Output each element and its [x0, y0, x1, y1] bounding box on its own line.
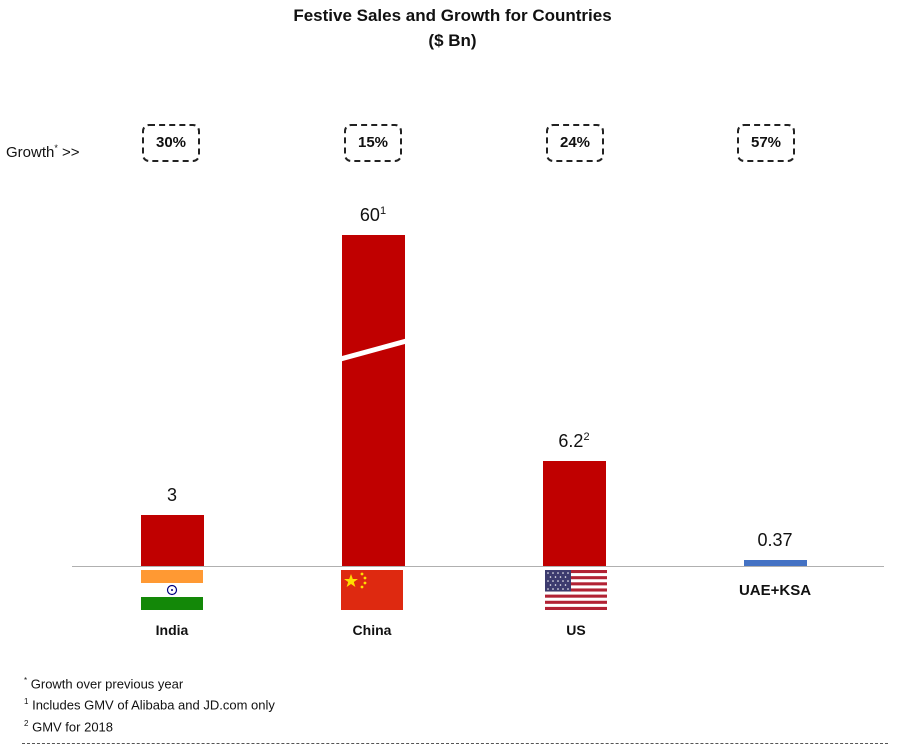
- value-label-us-sup: 2: [583, 430, 590, 443]
- bottom-divider: [22, 743, 888, 744]
- growth-box-china: 15%: [344, 124, 402, 162]
- x-axis-baseline: [72, 566, 884, 567]
- growth-marker: *: [54, 143, 58, 153]
- value-label-china-sup: 1: [379, 205, 387, 217]
- footnotes: * Growth over previous year 1 Includes G…: [24, 672, 275, 736]
- chart-subtitle: ($ Bn): [428, 31, 477, 50]
- india-flag-icon: [141, 570, 203, 610]
- value-label-india: 3: [122, 485, 222, 506]
- growth-row-label: Growth* >>: [6, 143, 80, 161]
- footnote-growth: * Growth over previous year: [24, 672, 275, 693]
- value-label-us: 6.22: [524, 431, 624, 452]
- footnote-text: Includes GMV of Alibaba and JD.com only: [32, 697, 275, 713]
- category-label-us: US: [566, 622, 586, 638]
- bar-india: [140, 515, 204, 566]
- value-label-uae-ksa-text: 0.37: [757, 529, 793, 550]
- growth-box-uae-ksa: 57%: [737, 124, 795, 162]
- footnote-mark: 1: [24, 697, 29, 707]
- value-label-us-text: 6.2: [558, 430, 584, 451]
- chart-title: Festive Sales and Growth for Countries: [293, 6, 612, 25]
- china-flag-icon: [341, 570, 403, 610]
- footnote-text: Growth over previous year: [30, 676, 184, 692]
- us-flag-icon: [545, 570, 607, 610]
- value-label-uae-ksa: 0.37: [725, 530, 825, 551]
- growth-box-india: 30%: [142, 124, 200, 162]
- category-label-india: India: [155, 622, 189, 638]
- bar-us: [542, 460, 606, 566]
- value-label-china: 601: [323, 205, 423, 226]
- footnote-mark: 2: [24, 718, 29, 728]
- growth-arrow: >>: [62, 144, 80, 161]
- growth-label-text: Growth: [6, 144, 55, 161]
- footnote-text: GMV for 2018: [32, 718, 114, 734]
- footnote-gmv-2018: 2 GMV for 2018: [24, 715, 275, 736]
- value-label-india-text: 3: [166, 485, 177, 505]
- category-label-uae-ksa: UAE+KSA: [738, 582, 812, 599]
- bar-china: [341, 235, 405, 566]
- growth-box-us: 24%: [546, 124, 604, 162]
- bar-uae-ksa: [743, 559, 807, 566]
- axis-break-mark: [336, 337, 410, 363]
- category-label-china: China: [352, 622, 392, 638]
- footnote-mark: *: [24, 676, 28, 685]
- value-label-china-text: 60: [359, 205, 380, 225]
- footnote-gmv-alibaba: 1 Includes GMV of Alibaba and JD.com onl…: [24, 693, 275, 714]
